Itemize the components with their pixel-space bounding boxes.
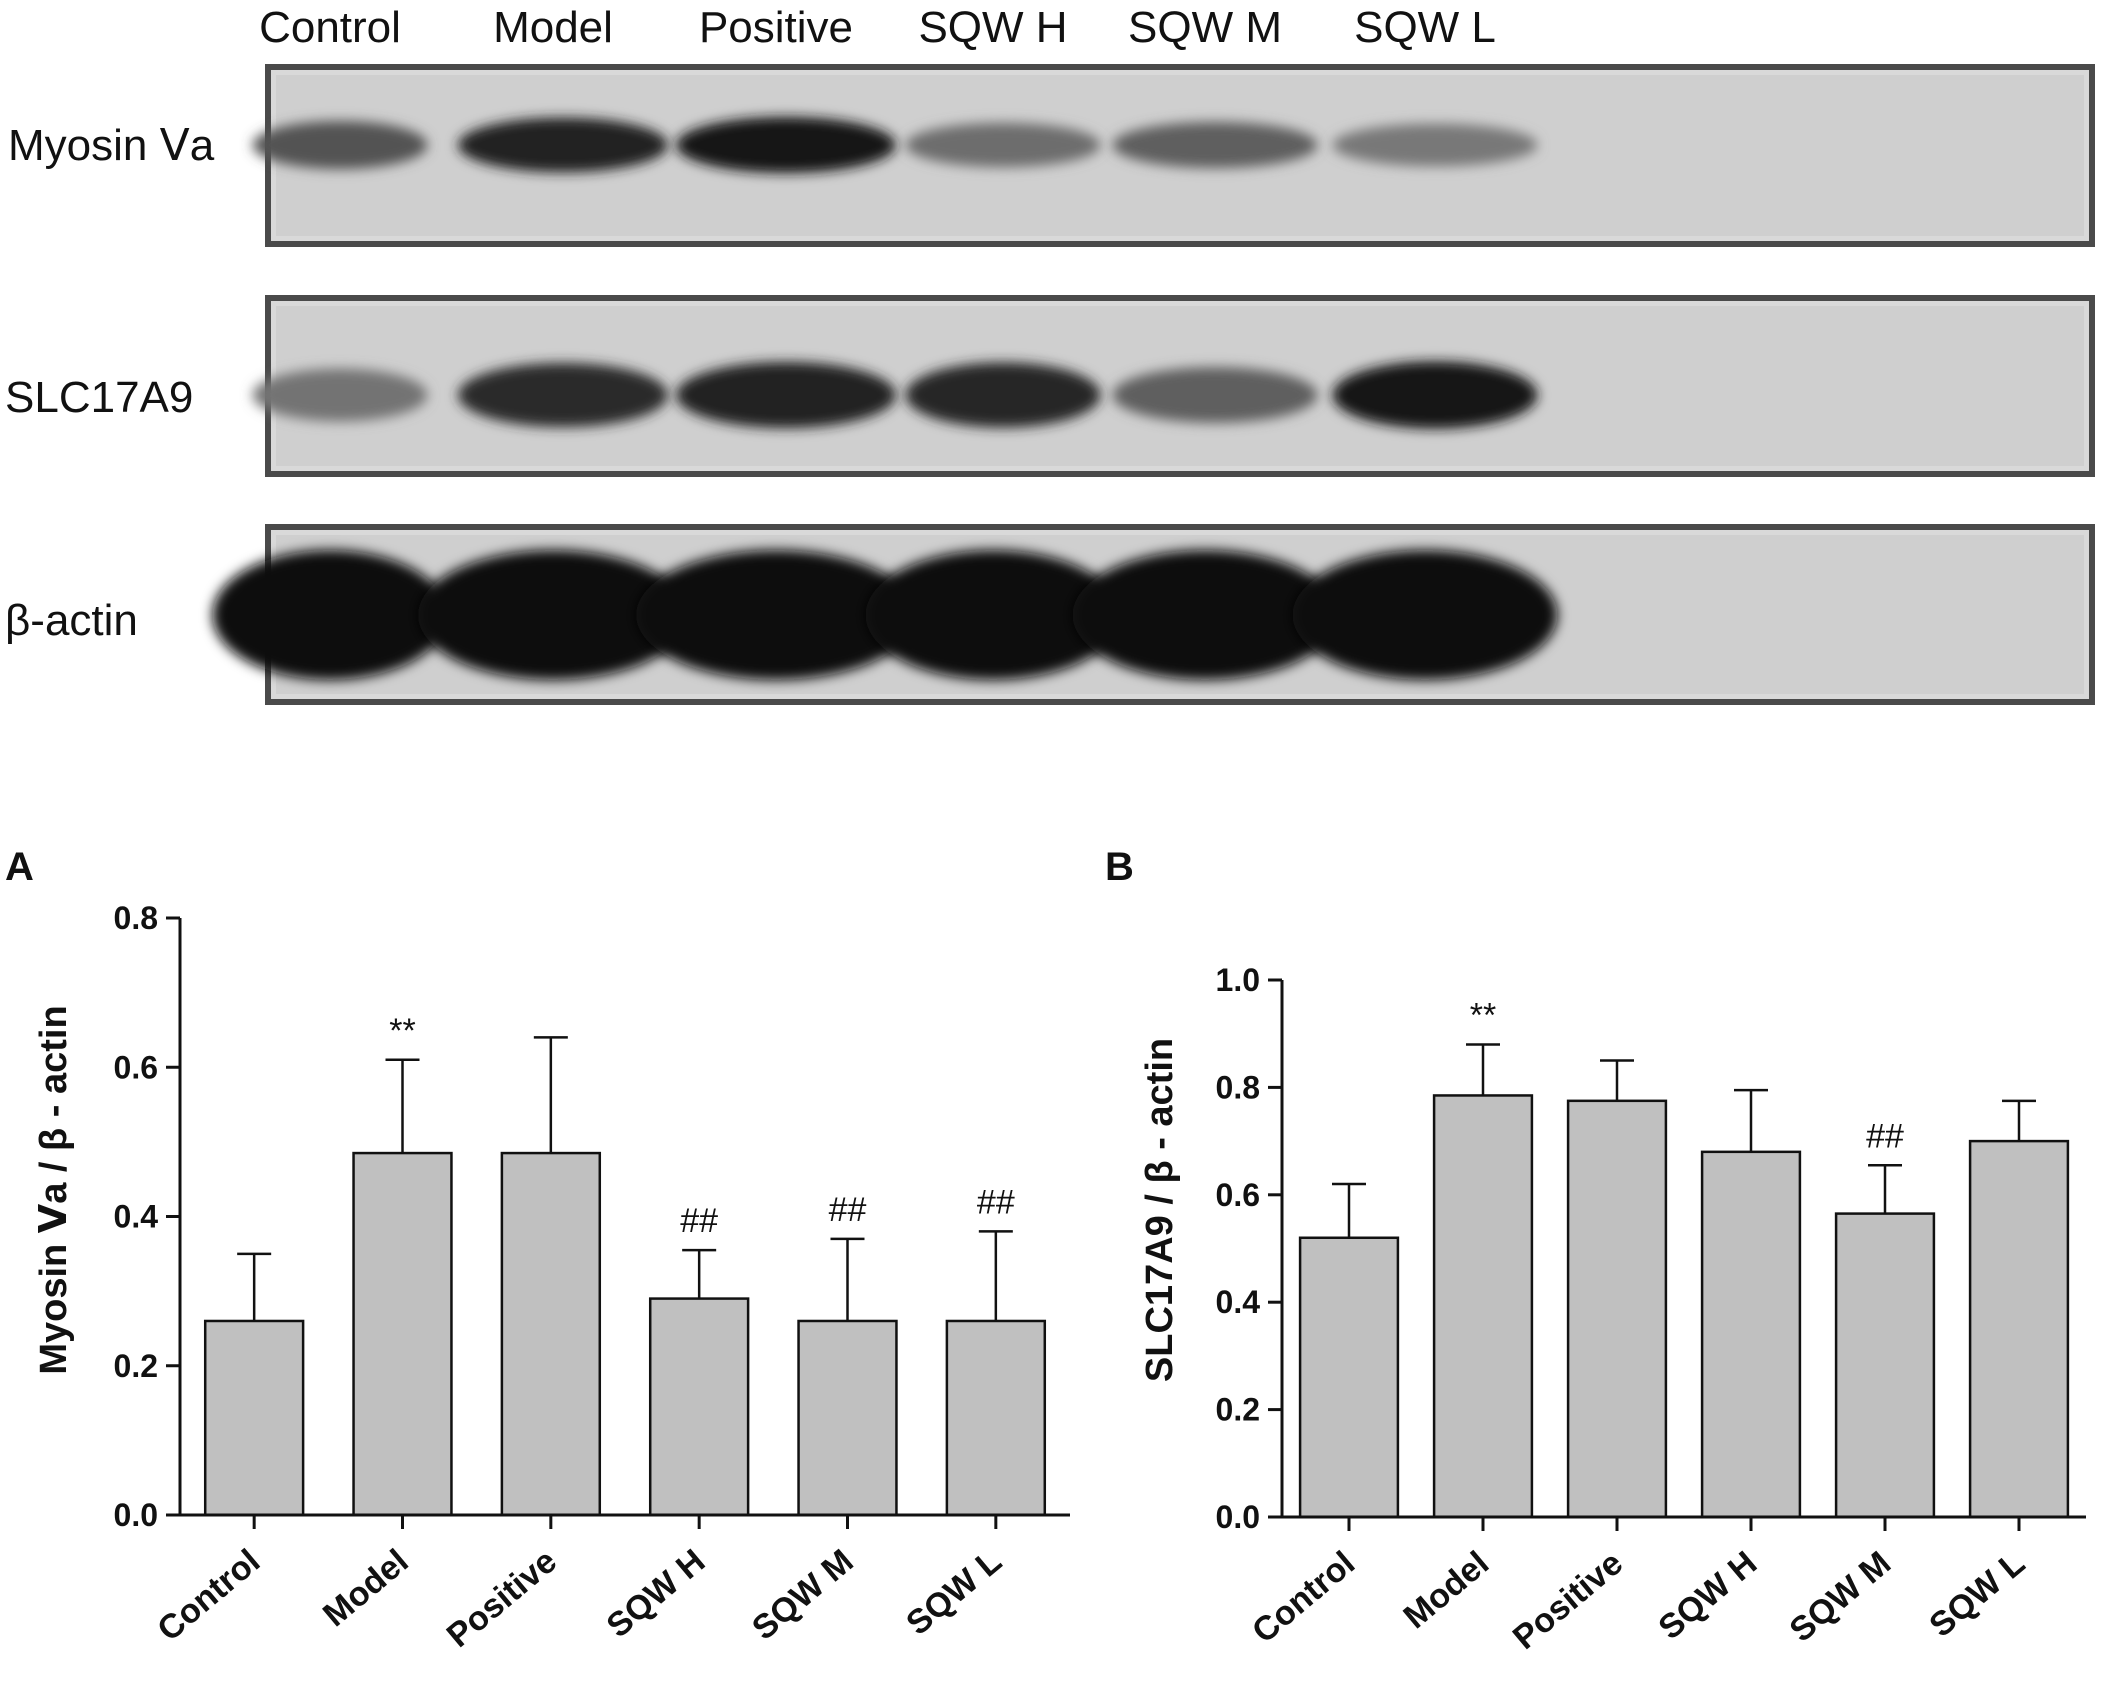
category-label-model: Model: [1396, 1544, 1496, 1636]
blot-row-label: β-actin: [5, 596, 138, 645]
bar-positive: [1566, 1099, 1668, 1519]
y-tick-label: 0.4: [1216, 1284, 1261, 1320]
bar-sqw-h: [648, 1297, 750, 1517]
panel-b-y-axis-title: SLC17A9 / β - actin: [1139, 1038, 1181, 1382]
y-tick-label: 1.0: [1216, 962, 1260, 998]
category-label-sqw-l: SQW L: [899, 1542, 1009, 1643]
blot-band-sqw-h: [905, 122, 1101, 168]
category-label-sqw-m: SQW M: [745, 1542, 861, 1648]
blot-band-model: [458, 362, 668, 428]
blot-band-control: [252, 368, 428, 422]
blot-lane-labels: Control Model Positive SQW H SQW M SQW L: [259, 3, 1496, 52]
blot-band-sqw-l: [1292, 550, 1558, 680]
significance-mark-sqw-l: ##: [977, 1183, 1015, 1221]
panel-b-letter: B: [1105, 845, 1134, 889]
category-label-positive: Positive: [1506, 1544, 1630, 1657]
panel-a-y-axis-title: Myosin Ⅴa / β - actin: [33, 1005, 75, 1374]
blot-band-control: [212, 550, 448, 680]
category-label-control: Control: [1245, 1544, 1362, 1651]
significance-mark-sqw-m: ##: [829, 1191, 867, 1229]
blot-row-actin: β-actin: [5, 524, 2095, 705]
blot-band-sqw-l: [1332, 123, 1538, 167]
y-tick-label: 0.8: [114, 900, 158, 936]
y-tick-label: 0.6: [114, 1049, 158, 1085]
panel-a-letter: A: [5, 845, 34, 889]
bar-sqw-l: [1968, 1139, 2070, 1519]
bar-model: [352, 1151, 453, 1517]
western-blot: Myosin Ⅴa SLC17A9 β-actin: [5, 64, 2095, 705]
category-label-sqw-m: SQW M: [1783, 1544, 1899, 1650]
blot-band-positive: [676, 361, 896, 429]
blot-lane-label-sqw-l: SQW L: [1354, 3, 1496, 52]
blot-row-label: Myosin Ⅴa: [8, 121, 215, 170]
significance-mark-sqw-m: ##: [1866, 1117, 1904, 1155]
y-tick-label: 0.6: [1216, 1177, 1260, 1213]
blot-row-myosin-a: Myosin Ⅴa: [8, 64, 2095, 247]
blot-lane-label-model: Model: [493, 3, 613, 52]
panel-a-chart: A 0.0 0.2 0.4 0.6 0.8 Control Model Positive SQ…: [5, 845, 1070, 1655]
category-label-control: Control: [150, 1542, 267, 1649]
significance-mark-model: **: [389, 1012, 415, 1050]
bar-sqw-m: [797, 1319, 898, 1517]
category-label-sqw-h: SQW H: [600, 1542, 713, 1645]
blot-lane-label-control: Control: [259, 3, 401, 52]
significance-mark-sqw-h: ##: [680, 1202, 718, 1240]
bar-sqw-m: [1834, 1212, 1936, 1519]
bar-model: [1432, 1094, 1534, 1519]
y-tick-label: 0.0: [1216, 1499, 1260, 1535]
blot-band-sqw-l: [1332, 361, 1538, 429]
y-tick-label: 0.2: [1216, 1392, 1260, 1428]
blot-lane-label-sqw-h: SQW H: [918, 3, 1067, 52]
blot-band-control: [252, 120, 428, 170]
panel-b-chart: B 0.0 0.2 0.4 0.6 0.8 1.0 Control Model Positiv…: [1105, 845, 2086, 1657]
y-tick-label: 0.8: [1216, 1069, 1260, 1105]
category-label-sqw-l: SQW L: [1922, 1544, 2032, 1645]
blot-band-sqw-h: [905, 362, 1101, 428]
blot-band-model: [418, 550, 688, 680]
category-label-sqw-h: SQW H: [1651, 1544, 1764, 1647]
blot-band-sqw-m: [1112, 121, 1318, 169]
significance-mark-model: **: [1470, 996, 1496, 1034]
blot-lane-label-positive: Positive: [699, 3, 853, 52]
blot-row-slc17a9: SLC17A9: [5, 295, 2095, 477]
blot-band-model: [458, 117, 668, 173]
bar-control: [1298, 1236, 1400, 1519]
blot-row-label: SLC17A9: [5, 373, 193, 422]
bar-control: [203, 1319, 305, 1517]
blot-band-positive: [636, 550, 916, 680]
y-tick-label: 0.2: [114, 1348, 158, 1384]
bar-positive: [500, 1151, 602, 1517]
bar-sqw-l: [945, 1319, 1047, 1517]
blot-lane-label-sqw-m: SQW M: [1128, 3, 1282, 52]
y-tick-label: 0.4: [114, 1199, 159, 1235]
blot-band-sqw-h: [865, 550, 1121, 680]
category-label-positive: Positive: [440, 1542, 564, 1655]
blot-band-sqw-m: [1072, 550, 1338, 680]
category-label-model: Model: [316, 1542, 416, 1634]
blot-band-sqw-m: [1112, 367, 1318, 423]
blot-band-positive: [676, 116, 896, 174]
bar-sqw-h: [1700, 1150, 1802, 1519]
y-tick-label: 0.0: [114, 1497, 158, 1533]
